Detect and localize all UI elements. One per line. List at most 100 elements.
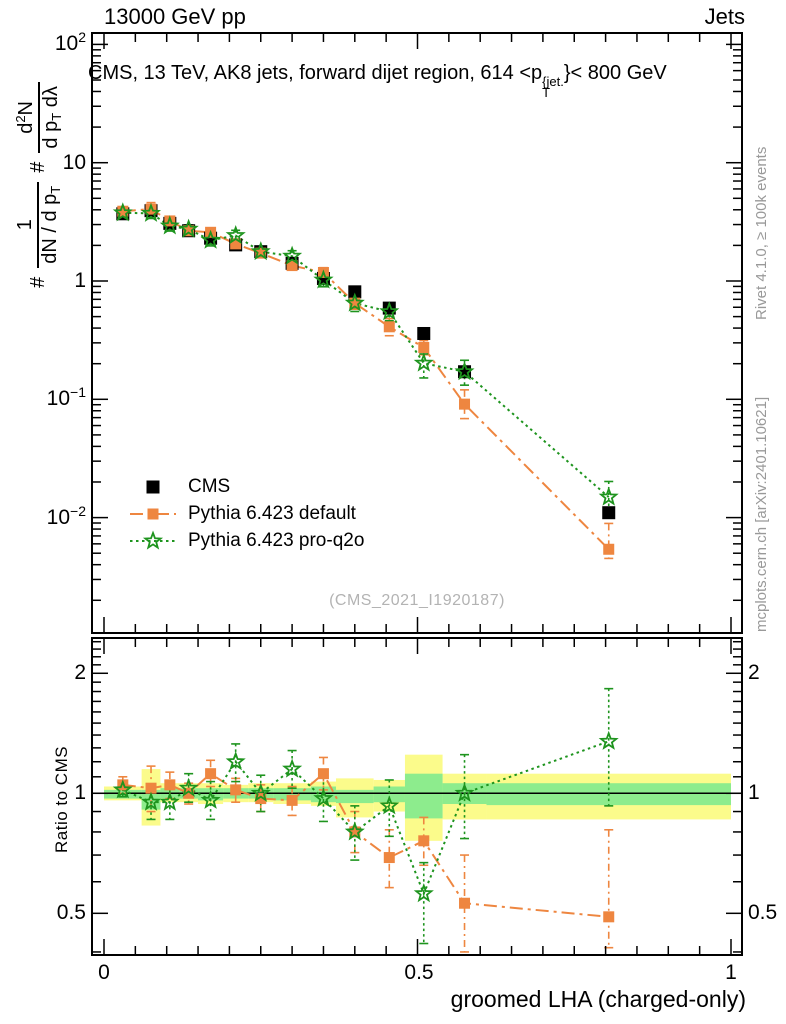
pythia-6-423-pro-q2o-marker-star: [282, 245, 303, 265]
pythia-6-423-pro-q2o-marker-star: [313, 269, 334, 289]
ratio-tick-1-right: 1: [748, 781, 760, 804]
pythia-6-423-pro-q2o-marker-star: [250, 241, 271, 261]
x-axis-label: groomed LHA (charged-only): [450, 986, 746, 1012]
pythia-6-423-default-marker-square: [117, 779, 129, 791]
y-title-fraction2: d2N d pT dλ: [12, 82, 64, 153]
y-title-frac2-den: d pT dλ: [39, 86, 64, 149]
pythia-6-423-pro-q2o-marker-star: [598, 730, 619, 750]
y-tick-1e2: 102: [54, 29, 86, 55]
pythia-6-423-default-marker-square: [255, 793, 267, 805]
pythia-6-423-default-marker-square: [317, 768, 329, 780]
ratio-panel-content: [93, 687, 741, 953]
pythia-6-423-default-marker-square: [349, 297, 361, 309]
pythia-6-423-pro-q2o-marker-star: [598, 486, 619, 506]
pythia-6-423-default-marker-square: [205, 768, 217, 780]
main-panel-content: [112, 201, 619, 560]
legend-label-pythia-default: Pythia 6.423 default: [188, 503, 356, 524]
cms-marker-square: [348, 285, 362, 299]
cms-marker-square: [417, 326, 431, 340]
pythia-6-423-pro-q2o-marker-star: [250, 782, 271, 802]
main-panel-frame: [91, 32, 743, 634]
pythia-6-423-pro-q2o-marker-star: [225, 751, 246, 771]
pythia-6-423-pro-q2o-marker-star: [379, 795, 400, 815]
pythia-6-423-default-marker-square: [230, 784, 242, 796]
rivet-version-note: Rivet 4.1.0, ≥ 100k events: [753, 146, 770, 320]
ratio-tick-05-right: 0.5: [748, 901, 778, 924]
pythia-6-423-pro-q2o-marker-star: [344, 821, 365, 841]
beam-energy-label: 13000 GeV pp: [104, 4, 246, 29]
x-tick-0: 0: [98, 961, 110, 984]
pythia-6-423-default-marker-square: [145, 782, 157, 794]
y-tick-1e1: 10: [62, 151, 86, 174]
series-line-main: [122, 211, 610, 498]
y-title-fraction1: 1 dN / d pT: [13, 181, 63, 268]
series-line-ratio: [122, 740, 610, 897]
mcplots-arxiv-note: mcplots.cern.ch [arXiv:2401.10621]: [753, 396, 770, 632]
pythia-6-423-default-marker-square: [459, 398, 471, 410]
pythia-6-423-pro-q2o-marker-star: [200, 229, 221, 249]
pythia-6-423-default-marker-square: [349, 826, 361, 838]
pythia-6-423-pro-q2o-marker-star: [413, 352, 434, 372]
pythia-6-423-pro-q2o-marker-star: [225, 224, 246, 245]
plot-title: CMS, 13 TeV, AK8 jets, forward dijet reg…: [88, 62, 667, 101]
y-title-frac2-num: d2N: [12, 82, 40, 153]
ratio-panel-frame: [91, 637, 743, 956]
plot-title-sub: T: [542, 85, 551, 101]
pythia-6-423-pro-q2o-marker-star: [178, 218, 199, 238]
ratio-tick-1-left: 1: [74, 781, 86, 804]
pythia-6-423-pro-q2o-marker-star: [413, 883, 434, 903]
cms-marker-square: [382, 301, 396, 315]
y-title-frac1-den: dN / d pT: [38, 185, 63, 264]
pythia-6-423-pro-q2o-marker-star: [159, 791, 180, 811]
pythia-6-423-pro-q2o-marker-star: [112, 202, 133, 222]
uncertainty-band-inner: [141, 789, 161, 810]
pythia-6-423-pro-q2o-marker-star: [454, 782, 475, 802]
pythia-6-423-default-marker-square: [418, 835, 430, 847]
legend-cms-marker-square: [146, 480, 160, 494]
pythia-6-423-default-marker-square: [418, 342, 430, 354]
pythia-6-423-default-marker-square: [603, 543, 615, 555]
pythia-6-423-pro-q2o-marker-star: [344, 292, 365, 312]
legend-label-pythia-proq2o: Pythia 6.423 pro-q2o: [188, 530, 365, 551]
x-tick-05: 0.5: [404, 961, 434, 984]
legend-default-marker-square: [147, 508, 159, 520]
ratio-tick-05-left: 0.5: [56, 901, 86, 924]
uncertainty-band-inner: [335, 789, 374, 804]
y-tick-1e-1: 10−1: [46, 384, 86, 410]
pythia-6-423-pro-q2o-marker-star: [159, 215, 180, 235]
y-title-frac1-num: 1: [13, 181, 39, 268]
pythia-6-423-default-marker-square: [164, 215, 176, 227]
pythia-6-423-default-marker-square: [383, 321, 395, 333]
x-tick-1: 1: [725, 961, 737, 984]
pythia-6-423-pro-q2o-marker-star: [178, 777, 199, 797]
pythia-6-423-default-marker-square: [183, 225, 195, 237]
pythia-6-423-pro-q2o-marker-star: [140, 791, 162, 811]
plot-title-sup: {jet.: [542, 74, 564, 89]
process-label: Jets: [704, 4, 745, 29]
ratio-tick-2-left: 2: [74, 661, 86, 684]
plot-title-text: CMS, 13 TeV, AK8 jets, forward dijet reg…: [88, 62, 543, 84]
legend-markers: [130, 480, 176, 550]
y-tick-1e-2: 10−2: [46, 503, 86, 529]
ratio-y-axis-label: Ratio to CMS: [52, 745, 71, 853]
ratio-tick-2-right: 2: [748, 661, 760, 684]
pythia-6-423-pro-q2o-marker-star: [112, 779, 133, 799]
pythia-6-423-pro-q2o-marker-star: [282, 758, 303, 778]
pythia-6-423-pro-q2o-marker-star: [140, 202, 162, 222]
uncertainty-band-inner: [373, 786, 405, 803]
pythia-6-423-default-marker-square: [145, 203, 157, 215]
legend-label-cms: CMS: [188, 476, 231, 497]
y-tick-1: 1: [74, 269, 86, 292]
pythia-6-423-default-marker-square: [183, 787, 195, 799]
pythia-6-423-pro-q2o-marker-star: [200, 789, 221, 809]
uncertainty-band-inner: [273, 788, 311, 801]
uncertainty-band-inner: [404, 773, 443, 819]
legend-proq2o-marker-star: [142, 530, 164, 550]
pythia-6-423-default-marker-square: [164, 779, 176, 791]
pythia-6-423-pro-q2o-marker-star: [379, 301, 400, 321]
pythia-6-423-default-marker-square: [117, 205, 129, 217]
cms-marker-square: [602, 506, 616, 520]
analysis-id-watermark: (CMS_2021_I1920187): [329, 592, 505, 609]
